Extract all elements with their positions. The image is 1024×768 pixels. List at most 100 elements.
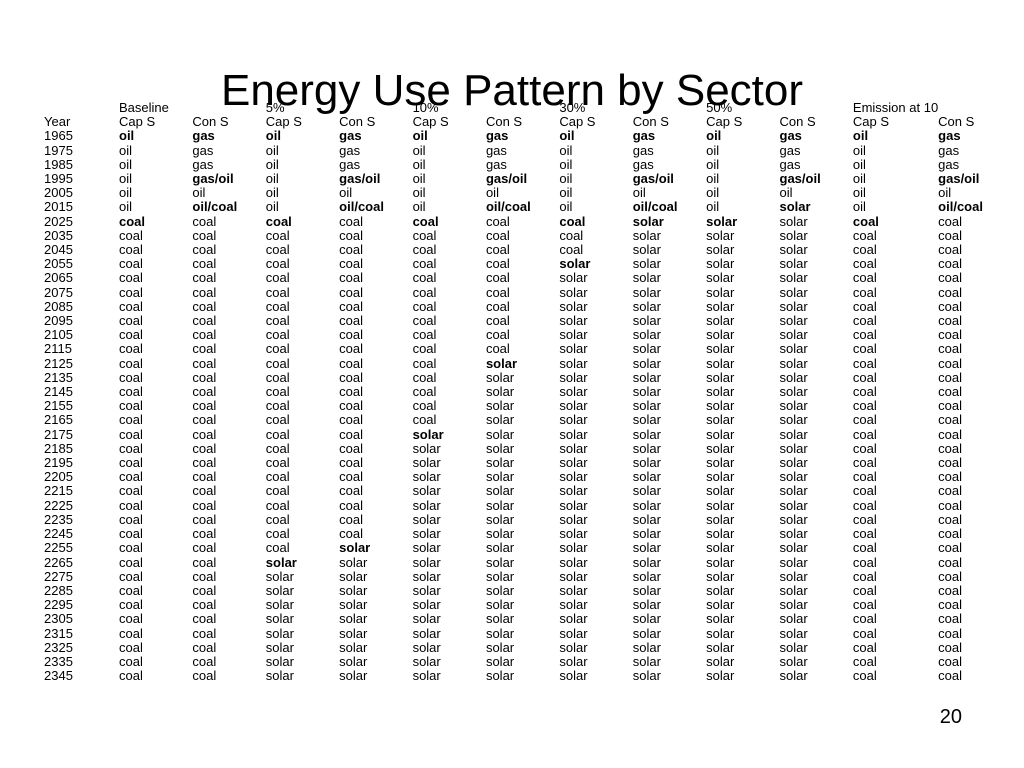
fuel-cell: solar (412, 498, 441, 513)
fuel-cell: solar (632, 583, 661, 598)
fuel-cell: coal (339, 314, 364, 329)
fuel-cell: coal (119, 541, 143, 556)
fuel-cell: solar (779, 370, 808, 385)
table-row: 2055 coal coal coal coal coal coal solar solar so… (44, 257, 1012, 271)
year-cell: 2005 (44, 186, 73, 201)
fuel-cell: oil (119, 186, 133, 201)
fuel-cell: oil (779, 186, 793, 201)
fuel-cell: solar (706, 456, 735, 471)
year-cell: 2195 (44, 456, 73, 471)
fuel-cell: coal (192, 541, 217, 556)
year-cell: 2015 (44, 200, 73, 215)
fuel-cell: coal (192, 527, 217, 542)
fuel-cell: gas/oil (632, 172, 674, 187)
fuel-cell: solar (265, 626, 294, 641)
fuel-cell: coal (852, 427, 877, 442)
fuel-cell: coal (119, 285, 143, 300)
fuel-cell: coal (852, 583, 877, 598)
year-cell: 2095 (44, 314, 73, 329)
fuel-cell: coal (559, 214, 586, 229)
fuel-cell: coal (192, 413, 217, 428)
fuel-cell: solar (706, 640, 735, 655)
table-row: 2065 coal coal coal coal coal coal solar solar so… (44, 271, 1012, 285)
fuel-cell: solar (485, 654, 515, 669)
fuel-cell: oil (485, 186, 499, 201)
year-cell: 1985 (44, 157, 73, 172)
fuel-cell: coal (852, 356, 877, 371)
fuel-cell: solar (632, 385, 661, 400)
fuel-cell: coal (938, 626, 963, 641)
fuel-cell: solar (706, 356, 735, 371)
table-row: 2295 coal coal solar solar solar solar solar sol… (44, 598, 1012, 612)
year-cell: 2185 (44, 441, 73, 456)
table-row: 1985 oil gas oil gas oil gas oil gas oil gas oil gas (44, 158, 1012, 172)
column-header-row: Year Cap S Con S Cap S Con S Cap S Con S… (44, 115, 1012, 129)
fuel-cell: coal (852, 512, 877, 527)
fuel-cell: coal (412, 228, 437, 243)
fuel-cell: coal (192, 399, 217, 414)
table-row: 2215 coal coal coal coal solar solar solar solar… (44, 484, 1012, 498)
fuel-cell: solar (779, 243, 808, 258)
table-row: 2035 coal coal coal coal coal coal coal solar sol… (44, 229, 1012, 243)
fuel-cell: coal (192, 271, 217, 286)
fuel-cell: solar (706, 654, 735, 669)
table-row: 2125 coal coal coal coal coal solar solar solar s… (44, 357, 1012, 371)
fuel-cell: solar (779, 626, 808, 641)
fuel-cell: coal (852, 441, 877, 456)
fuel-cell: gas (779, 143, 801, 158)
fuel-cell: solar (779, 385, 808, 400)
fuel-cell: coal (265, 356, 290, 371)
fuel-cell: oil/coal (339, 200, 384, 215)
fuel-cell: solar (779, 598, 808, 613)
fuel-cell: solar (779, 271, 808, 286)
fuel-cell: gas (938, 143, 960, 158)
fuel-cell: gas (192, 129, 215, 144)
fuel-cell: solar (779, 427, 808, 442)
table-row: 2335 coal coal solar solar solar solar solar sol… (44, 655, 1012, 669)
fuel-cell: solar (339, 583, 368, 598)
fuel-cell: solar (779, 527, 808, 542)
fuel-cell: gas (938, 129, 961, 144)
fuel-cell: coal (119, 441, 143, 456)
fuel-cell: coal (485, 342, 510, 357)
fuel-cell: gas (485, 157, 507, 172)
fuel-cell: coal (119, 598, 143, 613)
fuel-cell: coal (938, 328, 963, 343)
table-row: 2205 coal coal coal coal solar solar solar solar… (44, 470, 1012, 484)
fuel-cell: oil (119, 172, 133, 187)
fuel-cell: coal (485, 314, 510, 329)
year-cell: 2215 (44, 484, 73, 499)
year-cell: 2265 (44, 555, 73, 570)
fuel-cell: coal (339, 228, 364, 243)
fuel-cell: coal (339, 413, 364, 428)
fuel-cell: coal (119, 527, 143, 542)
year-cell: 2305 (44, 612, 73, 627)
fuel-cell: solar (559, 527, 588, 542)
fuel-cell: coal (938, 257, 963, 272)
table-row: 2045 coal coal coal coal coal coal coal solar sol… (44, 243, 1012, 257)
table-row: 1965 oil gas oil gas oil gas oil gas oil gas oil gas (44, 129, 1012, 143)
fuel-cell: coal (265, 370, 290, 385)
fuel-cell: coal (852, 370, 877, 385)
fuel-cell: solar (485, 498, 515, 513)
fuel-cell: coal (265, 456, 290, 471)
fuel-cell: solar (779, 498, 808, 513)
fuel-cell: solar (632, 654, 661, 669)
fuel-cell: solar (559, 569, 588, 584)
column-header-cell: Con S (339, 115, 376, 130)
fuel-cell: coal (119, 228, 143, 243)
year-cell: 2045 (44, 243, 73, 258)
fuel-cell: solar (779, 583, 808, 598)
fuel-cell: coal (938, 243, 963, 258)
year-cell: 2115 (44, 342, 72, 357)
fuel-cell: coal (119, 640, 143, 655)
table-row: 2315 coal coal solar solar solar solar solar sol… (44, 627, 1012, 641)
fuel-cell: gas (339, 129, 362, 144)
fuel-cell: solar (559, 512, 588, 527)
table-row: 2325 coal coal solar solar solar solar solar sol… (44, 641, 1012, 655)
group-header-row: Baseline 5% 10% 30% 50% Emission at 10 (44, 101, 1012, 115)
table-row: 2005 oil oil oil oil oil oil oil oil oil oil oil oil (44, 186, 1012, 200)
fuel-cell: coal (938, 669, 963, 684)
fuel-cell: solar (485, 541, 515, 556)
fuel-cell: coal (938, 640, 963, 655)
